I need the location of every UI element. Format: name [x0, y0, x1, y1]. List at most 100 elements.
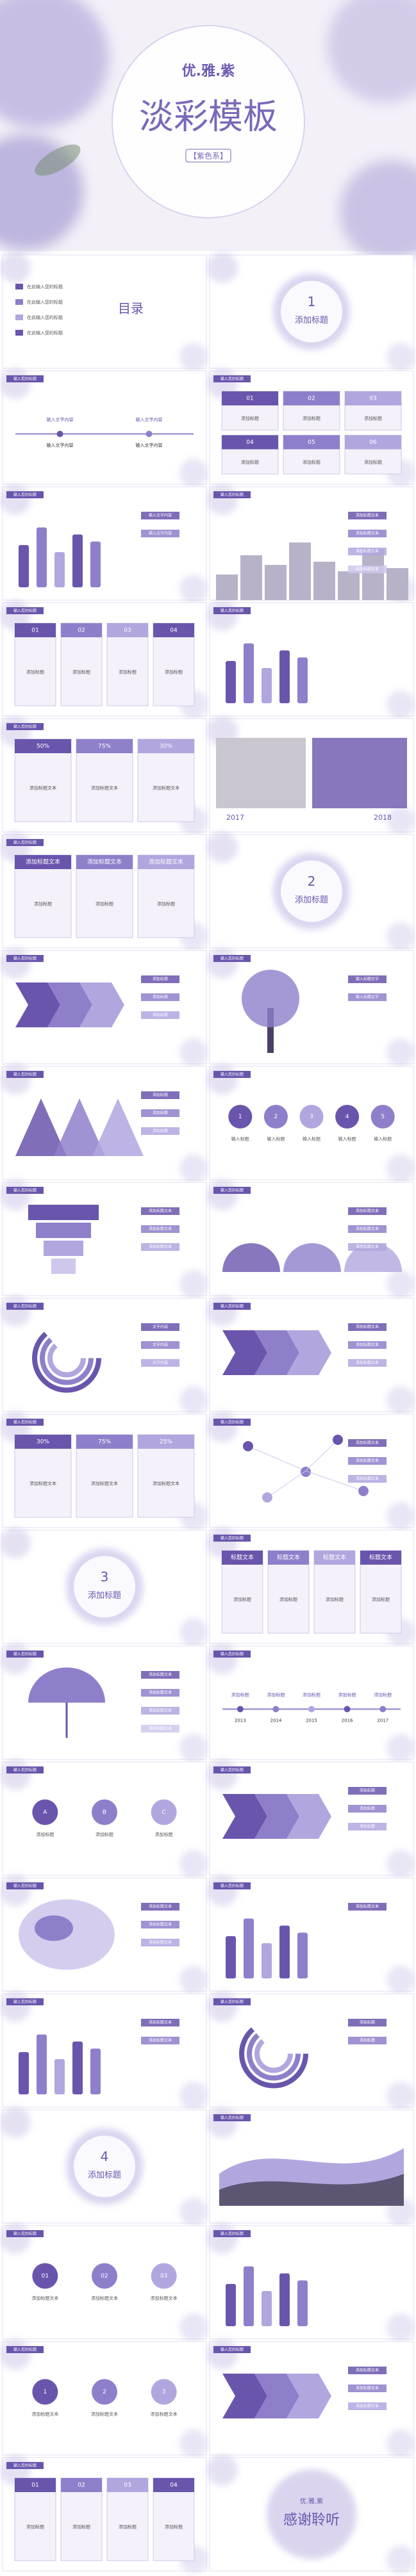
timeline-text: 输入文字内容	[47, 417, 74, 423]
header-tag	[213, 491, 251, 498]
deco-bar	[19, 2052, 29, 2094]
deco-ring	[47, 1339, 86, 1378]
deco-ring	[247, 2026, 301, 2081]
blot	[179, 2197, 208, 2226]
card-label: 02	[78, 2482, 85, 2489]
card-text: 添加标题	[303, 415, 320, 421]
timeline-dot	[344, 1706, 351, 1713]
circle-text: 添加标题文本	[151, 2295, 178, 2301]
deco-arrow	[287, 1794, 331, 1839]
circle-label: C	[162, 1809, 166, 1816]
slide-text: 添加标题	[360, 2038, 375, 2043]
toc-item: 在此输入您的标题	[27, 314, 63, 320]
slide-text: 添加标题文本	[356, 1458, 379, 1463]
slide-text: 添加标题	[153, 977, 168, 982]
slide-text: 输入标题文字	[356, 977, 379, 982]
card-label: 03	[124, 2482, 131, 2489]
deco-building	[265, 565, 287, 600]
blot	[179, 2313, 208, 2342]
deco-bar	[262, 1943, 272, 1978]
circle-label: 3	[162, 2389, 166, 2395]
cover-circle	[112, 26, 304, 218]
blot	[179, 1734, 208, 1762]
slide-header: 输入您的标题	[220, 608, 244, 614]
timeline-label: 2017	[377, 1718, 388, 1724]
card-head	[314, 1551, 355, 1565]
slide-text: 添加标题	[360, 1788, 375, 1793]
slide-header: 输入您的标题	[13, 1072, 37, 1077]
text-tag	[348, 548, 387, 555]
card-head	[360, 1551, 401, 1565]
blot	[0, 1296, 31, 1326]
net-link	[305, 1471, 364, 1492]
text-tag	[141, 1207, 179, 1215]
card-label: 01	[246, 396, 253, 402]
section-number: 4	[101, 2149, 109, 2164]
circle-label: 5	[381, 1114, 385, 1120]
deco-bar	[37, 527, 47, 587]
timeline-label: 输入文字内容	[136, 443, 163, 448]
blot	[0, 1991, 31, 2022]
timeline-label: 2015	[306, 1718, 317, 1724]
header-tag	[213, 607, 251, 614]
card-head	[138, 855, 194, 869]
card-label: 75%	[98, 744, 111, 750]
slide-text: 添加标题文本	[149, 1227, 172, 1232]
thanks-title: 感谢聆听	[283, 2513, 340, 2529]
deco-bar	[54, 552, 65, 587]
slide-header: 输入您的标题	[220, 1304, 244, 1309]
card-text: 添加标题	[119, 2524, 137, 2530]
deco-ring	[254, 2034, 293, 2073]
text-tag	[141, 1689, 179, 1697]
text-tag	[141, 530, 179, 537]
blot	[179, 575, 208, 603]
card-head	[153, 2478, 194, 2492]
slide-bg	[209, 1645, 414, 1760]
blot	[207, 1296, 238, 1326]
card-text: 添加标题文本	[153, 1481, 179, 1487]
icon-circle	[299, 1104, 324, 1129]
slide-text: 添加标题文本	[356, 1209, 379, 1214]
net-node	[358, 1486, 369, 1496]
cover-flower	[0, 0, 109, 128]
deco-bar	[226, 1936, 236, 1978]
blot	[179, 2429, 208, 2458]
card-text: 添加标题	[119, 669, 137, 675]
slide-text: 添加标题文本	[149, 1708, 172, 1713]
blot	[179, 1966, 208, 1994]
deco-triangle	[92, 1098, 144, 1156]
deco-ring	[239, 2019, 308, 2089]
header-tag	[213, 1882, 251, 1889]
blot	[207, 948, 238, 979]
funnel-layer	[51, 1259, 76, 1274]
circle-text: 添加标题	[96, 1832, 113, 1838]
photo	[216, 738, 306, 808]
slide-bg	[209, 2225, 414, 2340]
circle-label: 01	[42, 2273, 49, 2279]
deco-bar	[54, 2059, 65, 2094]
card-label: 50%	[37, 744, 49, 750]
net-node	[243, 1441, 253, 1451]
net-link	[247, 1446, 306, 1471]
header-tag	[6, 839, 44, 846]
blot	[179, 1154, 208, 1182]
text-tag	[141, 1243, 179, 1251]
header-tag	[6, 1998, 44, 2005]
header-tag	[6, 723, 44, 730]
cover-leaf	[35, 144, 81, 176]
card-head	[61, 2478, 102, 2492]
text-tag	[348, 1903, 387, 1911]
card-text: 添加标题文本	[29, 1481, 56, 1487]
card-head	[76, 739, 133, 753]
header-tag	[213, 1071, 251, 1078]
slide-text: 添加标题文本	[356, 513, 379, 518]
section-number: 3	[101, 1569, 109, 1585]
circle-label: 3	[310, 1114, 313, 1120]
blot	[0, 368, 31, 399]
deco-bar	[297, 2280, 308, 2326]
circle-label: B	[103, 1809, 106, 1816]
slide-text: 添加标题文本	[356, 1360, 379, 1365]
section-title: 添加标题	[88, 1591, 121, 1601]
card-label: 标题文本	[277, 1554, 300, 1561]
blot	[207, 2455, 238, 2486]
